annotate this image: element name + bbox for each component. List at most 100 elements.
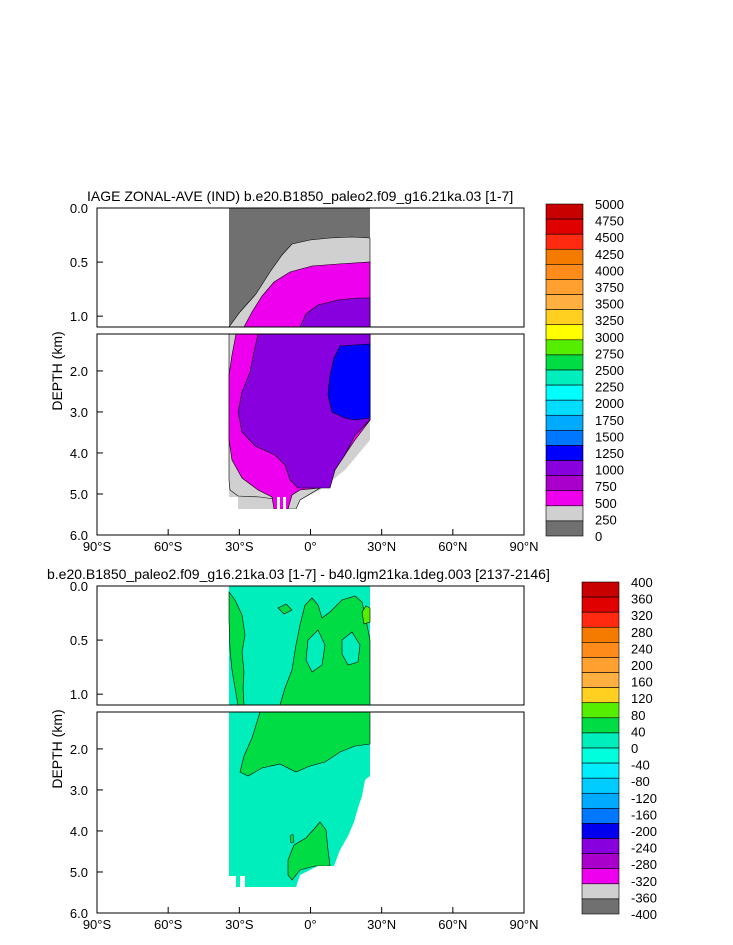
x-tick-label: 90°S (83, 917, 112, 932)
y-tick-label: 2.0 (70, 742, 88, 757)
colorbar-swatch (581, 702, 620, 719)
colorbar-swatch (581, 838, 620, 854)
colorbar-label: 360 (631, 592, 653, 607)
colorbar-swatch (581, 657, 620, 673)
colorbar-label: -240 (631, 841, 657, 856)
panel-1-ticks: 90°S 60°S 30°S 0° 30°N 60°N 90°N 0.0 0.5 1.0 2.0 3.… (70, 201, 539, 554)
y-tick-label: 0.5 (70, 255, 88, 270)
colorbar-swatch (545, 475, 584, 492)
colorbar-swatch (581, 792, 620, 809)
colorbar-label: 160 (631, 675, 653, 690)
colorbar-label: 4250 (595, 247, 624, 262)
colorbar-label: 1000 (595, 463, 624, 478)
colorbar-label: 3750 (595, 280, 624, 295)
colorbar-label: 80 (631, 708, 645, 723)
colorbar-label: -320 (631, 874, 657, 889)
colorbar-swatch (581, 672, 620, 688)
colorbar-swatch (545, 279, 584, 295)
x-tick-label: 60°S (154, 917, 183, 932)
y-tick-label: 3.0 (70, 405, 88, 420)
x-tick-label: 30°N (367, 917, 396, 932)
panel-2-upper-field (228, 586, 371, 705)
colorbar-label: 4500 (595, 230, 624, 245)
colorbar-label: 240 (631, 641, 653, 656)
colorbar-swatch (581, 823, 620, 839)
y-tick-label: 0.0 (70, 201, 88, 216)
panel-2-upper-frame (96, 585, 525, 706)
panel-1-lower-field (228, 334, 371, 535)
colorbar-label: 0 (595, 529, 602, 544)
x-tick-label: 60°S (154, 539, 183, 554)
colorbar-swatch (581, 581, 620, 598)
colorbar-label: 4000 (595, 263, 624, 278)
panel-2-title: b.e20.B1850_paleo2.f09_g16.21ka.03 [1-7]… (47, 566, 550, 582)
colorbar-label: 320 (631, 608, 653, 623)
y-tick-label: 5.0 (70, 865, 88, 880)
panel-1-upper-frame (96, 207, 525, 328)
panel-2-lower-field (229, 712, 374, 913)
colorbar-swatch (545, 264, 584, 280)
colorbar-label: -200 (631, 824, 657, 839)
colorbar-swatch (545, 354, 584, 371)
colorbar-label: 3000 (595, 330, 624, 345)
colorbar-label: 1500 (595, 429, 624, 444)
y-tick-label: 2.0 (70, 364, 88, 379)
x-tick-label: 90°N (509, 917, 538, 932)
colorbar-swatch (545, 369, 584, 386)
y-tick-label: 1.0 (70, 309, 88, 324)
colorbar-label: 5000 (595, 197, 624, 212)
colorbar-swatch (581, 777, 620, 794)
colorbar-swatch (545, 505, 584, 522)
colorbar-label: -160 (631, 807, 657, 822)
colorbar-swatch (581, 596, 620, 613)
colorbar-label: 750 (595, 479, 617, 494)
colorbar-swatch (581, 611, 620, 628)
colorbar-label: 2000 (595, 396, 624, 411)
x-tick-label: 0° (304, 917, 316, 932)
colorbar-label: -40 (631, 758, 650, 773)
panel-2-ticks: 90°S 60°S 30°S 0° 30°N 60°N 90°N 0.0 0.5 1.0 2.0 3.… (70, 579, 539, 932)
panel-2-colorbar: 40036032028024020016012080400-40-80-120-… (581, 575, 657, 922)
colorbar-swatch (545, 490, 584, 507)
colorbar-swatch (581, 853, 620, 870)
colorbar-swatch (581, 868, 620, 885)
colorbar-label: -360 (631, 890, 657, 905)
y-tick-label: 3.0 (70, 783, 88, 798)
x-tick-label: 60°N (438, 539, 467, 554)
x-tick-label: 30°S (225, 917, 254, 932)
x-tick-label: 90°S (83, 539, 112, 554)
x-tick-label: 60°N (438, 917, 467, 932)
panel-1-upper-field (228, 208, 371, 327)
colorbar-label: -280 (631, 857, 657, 872)
colorbar-label: 40 (631, 724, 645, 739)
colorbar-swatch (581, 642, 620, 658)
colorbar-swatch (545, 399, 584, 416)
colorbar-swatch (545, 445, 584, 461)
colorbar-swatch (581, 717, 620, 734)
panel-1-colorbar: 5000475045004250400037503500325030002750… (545, 197, 624, 544)
colorbar-swatch (581, 883, 620, 900)
colorbar-label: 2250 (595, 380, 624, 395)
x-tick-label: 30°S (225, 539, 254, 554)
y-tick-label: 6.0 (70, 528, 88, 543)
x-tick-label: 0° (304, 539, 316, 554)
colorbar-swatch (545, 233, 584, 250)
colorbar-swatch (545, 294, 584, 310)
panel-2-ylabel: DEPTH (km) (49, 709, 65, 788)
colorbar-swatch (545, 218, 584, 235)
colorbar-swatch (581, 626, 620, 643)
colorbar-swatch (581, 898, 620, 915)
colorbar-label: 0 (631, 741, 638, 756)
colorbar-swatch (545, 248, 584, 265)
colorbar-label: -120 (631, 791, 657, 806)
colorbar-swatch (581, 747, 620, 764)
panel-2: b.e20.B1850_paleo2.f09_g16.21ka.03 [1-7]… (47, 566, 657, 932)
colorbar-swatch (545, 203, 584, 220)
panel-1: IAGE ZONAL-AVE (IND) b.e20.B1850_paleo2.… (49, 188, 624, 554)
colorbar-swatch (581, 687, 620, 704)
colorbar-label: -80 (631, 774, 650, 789)
colorbar-label: 200 (631, 658, 653, 673)
colorbar-swatch (545, 520, 584, 537)
colorbar-label: 3250 (595, 313, 624, 328)
